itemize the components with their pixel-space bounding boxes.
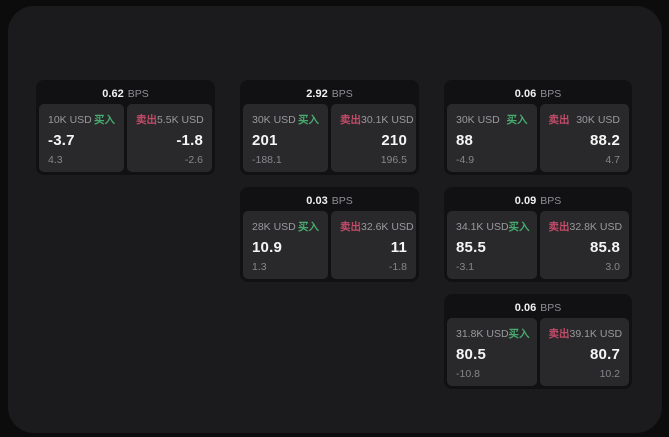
- buy-size: 10K USD: [48, 113, 92, 126]
- buy-tile[interactable]: 31.8K USD 买入 80.5 -10.8: [447, 318, 537, 386]
- bps-unit-label: BPS: [540, 301, 562, 314]
- bps-header: 0.09 BPS: [447, 190, 629, 211]
- sell-tile[interactable]: 卖出 32.8K USD 85.8 3.0: [539, 211, 629, 279]
- buy-side-label: 买入: [506, 114, 528, 126]
- buy-price: 80.5: [456, 346, 486, 363]
- sell-size: 39.1K USD: [569, 327, 623, 340]
- buy-side-label: 买入: [298, 221, 319, 233]
- bps-header: 0.03 BPS: [243, 190, 416, 211]
- buy-size: 28K USD: [252, 220, 296, 233]
- sell-tile[interactable]: 卖出 30K USD 88.2 4.7: [539, 104, 629, 172]
- buy-side-label: 买入: [508, 221, 530, 233]
- sell-price: 80.7: [590, 346, 620, 363]
- sell-side-label: 卖出: [548, 114, 570, 126]
- buy-tile[interactable]: 34.1K USD 买入 85.5 -3.1: [447, 211, 537, 279]
- buy-sub-value: -4.9: [456, 154, 475, 166]
- buy-price: -3.7: [48, 132, 75, 149]
- bps-value: 0.09: [514, 194, 537, 207]
- bps-value: 0.03: [306, 194, 328, 207]
- sell-size: 5.5K USD: [157, 113, 204, 126]
- quote-card[interactable]: 0.62 BPS 10K USD 买入 -3.7 4.3 卖出 5.5K USD: [36, 80, 215, 175]
- buy-side-label: 买入: [298, 114, 319, 126]
- sell-sub-value: -2.6: [184, 154, 203, 166]
- sell-size: 32.6K USD: [361, 220, 414, 233]
- sell-side-label: 卖出: [340, 114, 361, 126]
- sell-side-label: 卖出: [548, 221, 570, 233]
- quote-card[interactable]: 2.92 BPS 30K USD 买入 201 -188.1 卖出 30.1K …: [240, 80, 419, 175]
- buy-sub-value: -188.1: [252, 154, 282, 166]
- sell-tile[interactable]: 卖出 30.1K USD 210 196.5: [331, 104, 416, 172]
- buy-sub-value: 4.3: [48, 154, 63, 166]
- buy-sub-value: -10.8: [456, 368, 480, 380]
- sell-sub-value: 196.5: [380, 154, 407, 166]
- sell-price: -1.8: [176, 132, 203, 149]
- bps-header: 0.06 BPS: [447, 297, 629, 318]
- quote-card-grid: 0.62 BPS 10K USD 买入 -3.7 4.3 卖出 5.5K USD: [36, 80, 632, 389]
- quote-card[interactable]: 0.09 BPS 34.1K USD 买入 85.5 -3.1 卖出 32.8K…: [444, 187, 632, 282]
- buy-size: 30K USD: [456, 113, 500, 126]
- bps-header: 0.06 BPS: [447, 83, 629, 104]
- bps-unit-label: BPS: [331, 194, 353, 207]
- buy-tile[interactable]: 30K USD 买入 201 -188.1: [243, 104, 328, 172]
- sell-sub-value: -1.8: [388, 261, 407, 273]
- sell-sub-value: 10.2: [599, 368, 620, 380]
- sell-side-label: 卖出: [136, 114, 157, 126]
- bps-unit-label: BPS: [127, 87, 149, 100]
- buy-price: 10.9: [252, 239, 282, 256]
- buy-sub-value: 1.3: [252, 261, 267, 273]
- bps-unit-label: BPS: [331, 87, 353, 100]
- buy-tile[interactable]: 10K USD 买入 -3.7 4.3: [39, 104, 124, 172]
- buy-side-label: 买入: [508, 328, 530, 340]
- bps-value: 0.06: [514, 87, 537, 100]
- sell-size: 30.1K USD: [361, 113, 414, 126]
- sell-price: 85.8: [590, 239, 620, 256]
- quote-tiles: 28K USD 买入 10.9 1.3 卖出 32.6K USD 11 -1.8: [243, 211, 416, 279]
- sell-side-label: 卖出: [340, 221, 361, 233]
- sell-price: 88.2: [590, 132, 620, 149]
- sell-tile[interactable]: 卖出 39.1K USD 80.7 10.2: [539, 318, 629, 386]
- quote-card[interactable]: 0.06 BPS 30K USD 买入 88 -4.9 卖出 30K USD: [444, 80, 632, 175]
- quote-card[interactable]: 0.03 BPS 28K USD 买入 10.9 1.3 卖出 32.6K US…: [240, 187, 419, 282]
- bps-header: 2.92 BPS: [243, 83, 416, 104]
- buy-tile[interactable]: 28K USD 买入 10.9 1.3: [243, 211, 328, 279]
- quote-tiles: 10K USD 买入 -3.7 4.3 卖出 5.5K USD -1.8 -2.…: [39, 104, 212, 172]
- bps-unit-label: BPS: [540, 194, 562, 207]
- quote-tiles: 34.1K USD 买入 85.5 -3.1 卖出 32.8K USD 85.8…: [447, 211, 629, 279]
- buy-size: 30K USD: [252, 113, 296, 126]
- sell-tile[interactable]: 卖出 32.6K USD 11 -1.8: [331, 211, 416, 279]
- sell-sub-value: 4.7: [605, 154, 620, 166]
- quote-tiles: 31.8K USD 买入 80.5 -10.8 卖出 39.1K USD 80.…: [447, 318, 629, 386]
- buy-price: 201: [252, 132, 278, 149]
- bps-value: 0.06: [514, 301, 537, 314]
- sell-price: 210: [381, 132, 407, 149]
- quote-tiles: 30K USD 买入 88 -4.9 卖出 30K USD 88.2 4.7: [447, 104, 629, 172]
- buy-side-label: 买入: [94, 114, 115, 126]
- quote-tiles: 30K USD 买入 201 -188.1 卖出 30.1K USD 210 1…: [243, 104, 416, 172]
- bps-header: 0.62 BPS: [39, 83, 212, 104]
- sell-price: 11: [390, 239, 407, 256]
- bps-value: 2.92: [306, 87, 328, 100]
- sell-size: 32.8K USD: [569, 220, 623, 233]
- sell-size: 30K USD: [576, 113, 620, 126]
- buy-price: 88: [456, 132, 474, 149]
- buy-tile[interactable]: 30K USD 买入 88 -4.9: [447, 104, 537, 172]
- buy-size: 34.1K USD: [456, 220, 509, 233]
- sell-sub-value: 3.0: [605, 261, 620, 273]
- bps-value: 0.62: [102, 87, 124, 100]
- buy-price: 85.5: [456, 239, 486, 256]
- sell-tile[interactable]: 卖出 5.5K USD -1.8 -2.6: [127, 104, 212, 172]
- bps-unit-label: BPS: [540, 87, 562, 100]
- quote-card[interactable]: 0.06 BPS 31.8K USD 买入 80.5 -10.8 卖出 39.1…: [444, 294, 632, 389]
- sell-side-label: 卖出: [548, 328, 570, 340]
- app-surface: 0.62 BPS 10K USD 买入 -3.7 4.3 卖出 5.5K USD: [8, 6, 662, 433]
- buy-sub-value: -3.1: [456, 261, 475, 273]
- buy-size: 31.8K USD: [456, 327, 509, 340]
